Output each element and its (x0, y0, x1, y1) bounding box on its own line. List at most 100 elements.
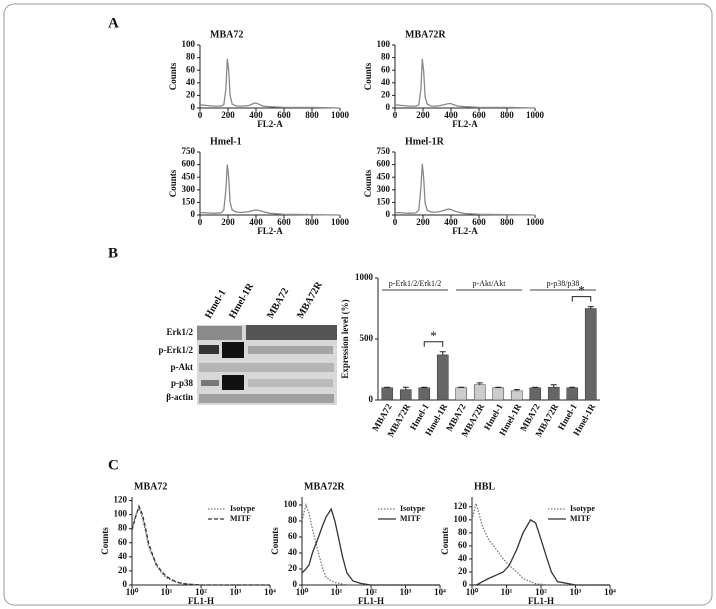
y-tick-label: 60 (458, 540, 468, 550)
error-bar (402, 386, 409, 390)
legend-label: MITF (230, 514, 251, 523)
y-tick-label: 450 (182, 171, 196, 181)
y-tick-label: 40 (118, 551, 128, 561)
error-bar (513, 389, 520, 391)
chart-title: Hmel-1R (405, 136, 445, 147)
x-tick-label: 800 (305, 217, 319, 227)
x-tick-label: 600 (277, 110, 291, 120)
x-tick-label: 10² (535, 587, 547, 597)
bar (418, 387, 431, 401)
x-tick-label: 10⁴ (264, 587, 276, 597)
panel-label: B (108, 245, 118, 261)
y-tick-label: 0 (463, 579, 468, 589)
legend-label: Isotype (230, 504, 255, 513)
x-tick-label: 1000 (526, 110, 545, 120)
x-tick-label: 10⁴ (434, 587, 446, 597)
chart-title: MBA72R (304, 481, 345, 492)
lane-label: MBA72R (295, 279, 325, 320)
band (197, 326, 242, 340)
bar (473, 384, 486, 401)
y-tick-label: 0 (386, 209, 391, 219)
band (199, 345, 219, 354)
chart-title: MBA72 (134, 481, 167, 492)
y-tick-label: 1000 (355, 272, 374, 282)
row-label: p-Akt (170, 362, 193, 372)
y-tick-label: 20 (118, 565, 128, 575)
y-tick-label: 0 (123, 579, 128, 589)
y-tick-label: 600 (377, 159, 391, 169)
y-tick-label: 60 (288, 531, 298, 541)
chart-title: MBA72 (210, 29, 243, 40)
y-tick-label: 40 (381, 77, 391, 87)
y-axis-label: Counts (100, 527, 110, 555)
y-tick-label: 60 (381, 64, 391, 74)
band (199, 394, 334, 403)
y-tick-label: 80 (381, 52, 391, 62)
x-axis-label: FL2-A (452, 226, 478, 236)
x-tick-label: 200 (416, 110, 430, 120)
bar (381, 387, 394, 401)
y-tick-label: 80 (118, 523, 128, 533)
x-tick-label: 0 (198, 110, 203, 120)
x-tick-label: 600 (472, 110, 486, 120)
bar (584, 308, 597, 401)
significance-mark: * (578, 283, 585, 298)
y-tick-label: 60 (186, 64, 196, 74)
x-axis-label: FL1-H (188, 596, 214, 606)
x-tick-label: 200 (221, 110, 235, 120)
bar (566, 387, 579, 401)
band (199, 363, 334, 372)
x-tick-label: 10² (365, 587, 377, 597)
y-tick-label: 0 (386, 102, 391, 112)
significance-bracket (423, 341, 444, 347)
x-tick-label: 400 (249, 110, 263, 120)
y-tick-label: 100 (284, 499, 298, 509)
y-axis-label: Counts (363, 62, 373, 90)
band (222, 342, 244, 358)
error-bar (439, 351, 446, 355)
lane-label: Hmel-1 (203, 288, 228, 321)
y-tick-label: 150 (377, 196, 391, 206)
y-axis-label: Counts (168, 62, 178, 90)
y-tick-label: 100 (182, 39, 196, 49)
x-tick-label: 10³ (400, 587, 412, 597)
series-line (131, 504, 270, 586)
bar (436, 354, 449, 401)
x-axis-label: FL1-H (358, 596, 384, 606)
frame (3, 3, 713, 606)
series-line (471, 501, 610, 586)
series-line (199, 58, 341, 109)
x-axis-label: FL2-A (257, 226, 283, 236)
row-label: Erk1/2 (166, 327, 193, 337)
legend-label: MITF (570, 514, 591, 523)
y-axis-label: Counts (168, 169, 178, 197)
bar (510, 390, 523, 401)
error-bar (421, 386, 428, 388)
y-tick-label: 40 (186, 77, 196, 87)
y-tick-label: 0 (293, 579, 298, 589)
error-bar (495, 386, 502, 388)
x-tick-label: 800 (305, 110, 319, 120)
band (246, 325, 337, 340)
x-tick-label: 10⁰ (126, 587, 139, 597)
x-tick-label: 800 (500, 110, 514, 120)
panel-label: C (108, 457, 119, 473)
error-bar (476, 382, 483, 385)
y-tick-label: 40 (458, 553, 468, 563)
x-tick-label: 0 (393, 110, 398, 120)
y-tick-label: 750 (377, 146, 391, 156)
bar (492, 387, 505, 401)
series-line (394, 163, 536, 216)
y-tick-label: 0 (191, 102, 196, 112)
x-tick-label: 10¹ (331, 587, 343, 597)
series-line (199, 164, 341, 216)
y-tick-label: 100 (114, 509, 128, 519)
row-label: p-Erk1/2 (158, 345, 193, 355)
legend-label: MITF (400, 514, 421, 523)
lane-label: Hmel-1R (227, 281, 256, 321)
band (248, 346, 333, 354)
blot: Hmel-1 Hmel-1R MBA72 MBA72R Erk1/2 p-Erk… (158, 279, 337, 405)
series-line (472, 518, 610, 586)
